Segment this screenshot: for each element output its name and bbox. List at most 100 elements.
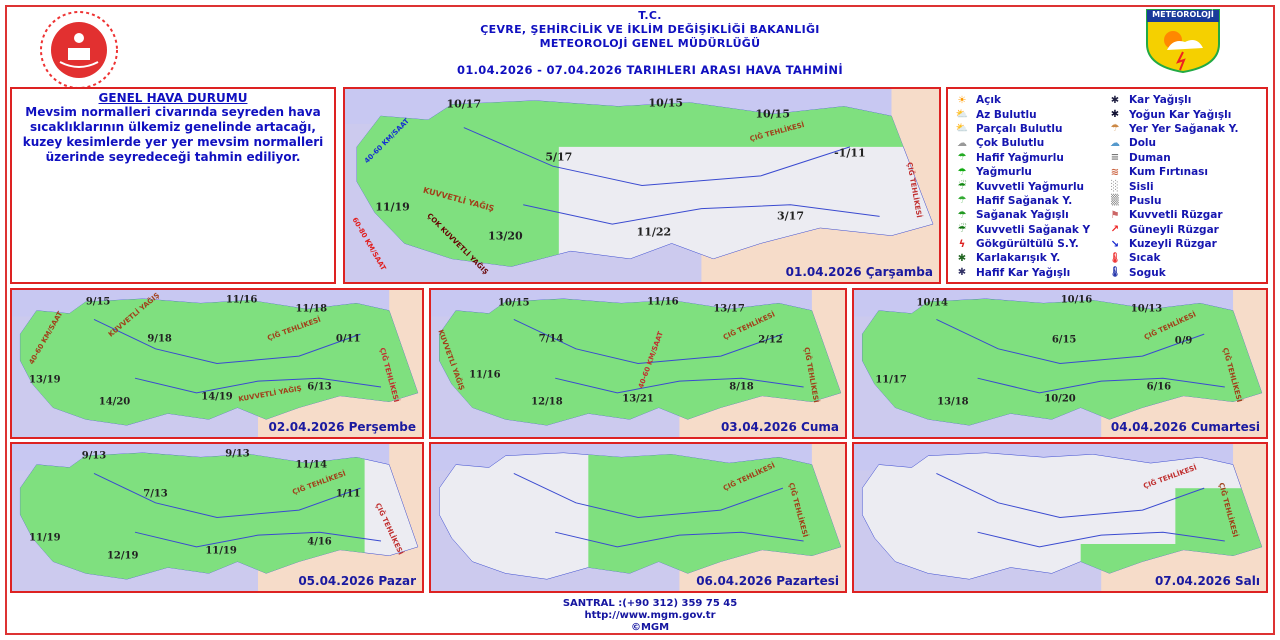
legend-label: Hafif Sağanak Y. bbox=[976, 194, 1073, 207]
temperature-label: 13/18 bbox=[937, 396, 969, 408]
legend-item: ▒ Puslu bbox=[1107, 194, 1260, 208]
map-date-label: 01.04.2026 Çarşamba bbox=[785, 265, 933, 279]
temperature-label: 10/13 bbox=[1130, 303, 1163, 315]
turkey-map bbox=[854, 444, 1266, 591]
shower-icon: ☂ bbox=[957, 209, 967, 221]
logo-text: METEOROLOJİ bbox=[1152, 10, 1214, 19]
hot-thermometer-icon: 🌡 bbox=[1108, 252, 1122, 264]
light-snow-icon: ✱ bbox=[957, 267, 967, 279]
legend-item: ⛅ Az Bulutlu bbox=[954, 107, 1107, 121]
temperature-label: 2/12 bbox=[758, 334, 783, 346]
legend-item: ░ Sisli bbox=[1107, 179, 1260, 193]
temperature-label: 11/16 bbox=[469, 369, 501, 381]
temperature-label: 7/13 bbox=[143, 488, 168, 500]
sleet-icon: ✱ bbox=[957, 252, 967, 264]
temperature-label: 11/22 bbox=[636, 225, 672, 239]
temperature-label: 11/16 bbox=[647, 296, 679, 308]
temperature-label: 8/18 bbox=[729, 381, 754, 393]
header-directorate: METEOROLOJİ GENEL MÜDÜRLÜĞÜ bbox=[539, 37, 761, 50]
temperature-label: 13/19 bbox=[29, 374, 61, 386]
legend-item: ↗ Güneyli Rüzgar bbox=[1107, 223, 1260, 237]
map-day-2: 9/15 11/16 11/18 9/18 0/11 13/19 14/20 14/19 6/1… bbox=[10, 288, 424, 439]
temperature-label: 14/20 bbox=[98, 396, 131, 408]
turkey-map bbox=[854, 290, 1266, 437]
legend-label: Yoğun Kar Yağışlı bbox=[1129, 108, 1232, 121]
temperature-label: 12/18 bbox=[531, 396, 563, 408]
temperature-label: 11/14 bbox=[295, 459, 328, 471]
haze-icon: ▒ bbox=[1111, 195, 1119, 207]
legend-label: Kuvvetli Rüzgar bbox=[1129, 209, 1223, 222]
header-tc: T.C. bbox=[638, 9, 662, 22]
legend-label: Kuvvetli Yağmurlu bbox=[976, 180, 1085, 193]
temperature-label: 9/18 bbox=[147, 333, 172, 344]
footer-copyright: ©MGM bbox=[630, 622, 670, 633]
temperature-label: 12/19 bbox=[106, 550, 139, 562]
legend-label: Güneyli Rüzgar bbox=[1129, 223, 1219, 236]
legend-label: Çok Bulutlu bbox=[976, 137, 1045, 150]
turkey-map bbox=[12, 290, 422, 437]
meteoroloji-logo: METEOROLOJİ bbox=[1145, 8, 1221, 74]
legend-label: Gökgürültülü S.Y. bbox=[976, 238, 1079, 251]
map-day-7: ÇIĞ TEHLİKESİ ÇIĞ TEHLİKESİ 07.04.2026 Sa… bbox=[852, 442, 1268, 593]
legend-item: ≡ Duman bbox=[1107, 151, 1260, 165]
heavy-snow-icon: ✱ bbox=[1110, 109, 1120, 121]
legend-item: ✱ Hafif Kar Yağışlı bbox=[954, 266, 1107, 280]
temperature-label: 10/17 bbox=[446, 97, 482, 111]
temperature-label: 6/16 bbox=[1146, 381, 1172, 393]
legend-label: Karlakarışık Y. bbox=[976, 252, 1061, 265]
temperature-label: 14/19 bbox=[201, 391, 233, 403]
legend-item: ☔ Kuvvetli Yağmurlu bbox=[954, 179, 1107, 193]
map-day-3: 10/15 11/16 13/17 7/14 2/12 11/16 12/18 13/21 8/… bbox=[429, 288, 847, 439]
legend-label: Dolu bbox=[1129, 137, 1157, 150]
rain-icon: ☂ bbox=[957, 166, 967, 178]
general-weather-box: GENEL HAVA DURUMU Mevsim normalleri civa… bbox=[10, 87, 336, 284]
ministry-logo bbox=[38, 10, 120, 90]
header-ministry: ÇEVRE, ŞEHİRCİLİK VE İKLİM DEĞİŞİKLİĞİ B… bbox=[480, 23, 820, 36]
legend-item: 🌡 Soguk bbox=[1107, 266, 1260, 280]
map-day-6: ÇIĞ TEHLİKESİ ÇIĞ TEHLİKESİ 06.04.2026 Pa… bbox=[429, 442, 847, 593]
snow-icon: ✱ bbox=[1110, 94, 1120, 106]
map-date-label: 05.04.2026 Pazar bbox=[298, 574, 416, 588]
legend-label: Az Bulutlu bbox=[976, 108, 1037, 121]
legend-label: Kuzeyli Rüzgar bbox=[1129, 238, 1217, 251]
legend-label: Sisli bbox=[1129, 180, 1154, 193]
legend-item: 🌡 Sıcak bbox=[1107, 251, 1260, 265]
map-date-label: 07.04.2026 Salı bbox=[1154, 574, 1260, 588]
temperature-label: 13/20 bbox=[488, 229, 523, 243]
legend-label: Hafif Kar Yağışlı bbox=[976, 266, 1071, 279]
map-date-label: 03.04.2026 Cuma bbox=[720, 420, 839, 434]
strong-wind-icon: ⚑ bbox=[1110, 209, 1120, 221]
legend-item: ⛅ Parçalı Bulutlu bbox=[954, 122, 1107, 136]
map-date-label: 02.04.2026 Perşembe bbox=[268, 420, 416, 434]
light-shower-icon: ☂ bbox=[957, 195, 967, 207]
temperature-label: 9/15 bbox=[85, 296, 111, 308]
legend-label: Parçalı Bulutlu bbox=[976, 122, 1063, 135]
legend-item: ☂ Sağanak Yağışlı bbox=[954, 208, 1107, 222]
forecast-title: 01.04.2026 - 07.04.2026 TARIHLERI ARASI … bbox=[457, 63, 843, 77]
temperature-label: 13/17 bbox=[713, 303, 745, 315]
map-day-4: 10/14 10/16 10/13 6/15 0/9 11/17 13/18 10/20 6/1… bbox=[852, 288, 1268, 439]
legend: ☀ Açık ✱ Kar Yağışlı ⛅ Az Bulutlu ✱ Yoğun Kar Y… bbox=[946, 87, 1268, 284]
thunderstorm-icon: ϟ bbox=[958, 238, 966, 250]
temperature-label: 6/13 bbox=[307, 381, 332, 393]
turkey-map bbox=[12, 444, 422, 591]
temperature-label: 10/15 bbox=[755, 107, 790, 121]
legend-item: ≋ Kum Fırtınası bbox=[1107, 165, 1260, 179]
temperature-label: 10/16 bbox=[1060, 294, 1093, 306]
legend-label: Sıcak bbox=[1129, 252, 1161, 265]
legend-label: Soguk bbox=[1129, 266, 1166, 279]
legend-label: Sağanak Yağışlı bbox=[976, 209, 1069, 222]
legend-item: ☁ Çok Bulutlu bbox=[954, 136, 1107, 150]
footer-url[interactable]: http://www.mgm.gov.tr bbox=[584, 610, 716, 621]
temperature-label: 6/15 bbox=[1051, 334, 1077, 346]
temperature-label: 11/16 bbox=[225, 294, 258, 306]
legend-label: Kuvvetli Sağanak Y bbox=[976, 223, 1091, 236]
hail-icon: ☁ bbox=[1110, 137, 1120, 149]
turkey-map bbox=[345, 89, 939, 282]
cloudy-icon: ☁ bbox=[957, 137, 967, 149]
temperature-label: 9/13 bbox=[225, 448, 250, 460]
legend-item: ✱ Kar Yağışlı bbox=[1107, 93, 1260, 107]
legend-label: Duman bbox=[1129, 151, 1171, 164]
legend-label: Açık bbox=[976, 94, 1001, 107]
sun-cloud-icon: ⛅ bbox=[955, 109, 969, 121]
